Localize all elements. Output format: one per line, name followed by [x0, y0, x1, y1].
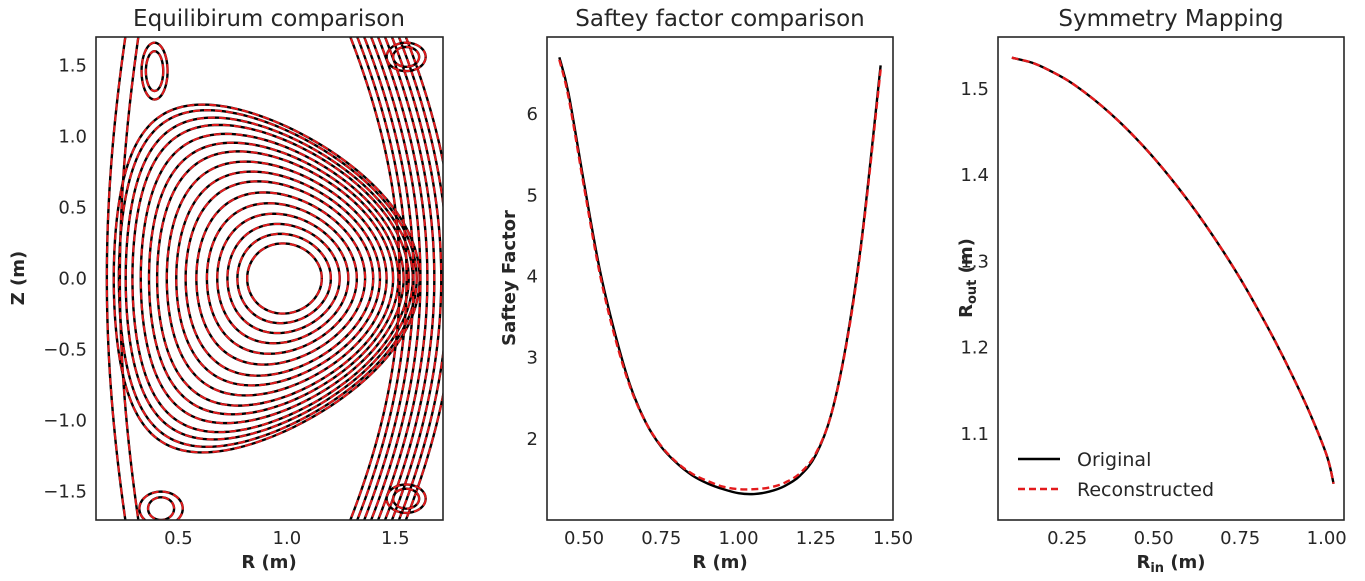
open-field-line-reconstructed [105, 37, 127, 520]
series-line-reconstructed [1011, 56, 1335, 485]
x-tick-label: 0.50 [564, 528, 604, 549]
equilibrium-contours [105, 37, 443, 520]
safety-factor-x-ticks: 0.50 0.75 1.00 1.25 1.50 [564, 528, 913, 549]
symmetry-frame [997, 36, 1345, 521]
island-reconstructed [144, 50, 165, 92]
flux-surface-original [124, 116, 414, 441]
flux-surface-reconstructed [195, 191, 367, 366]
island-reconstructed [147, 496, 176, 520]
safety-factor-xlabel: R (m) [692, 552, 747, 573]
flux-surface-reconstructed [205, 202, 358, 355]
island-reconstructed [138, 490, 184, 520]
y-tick-label: 2 [527, 429, 538, 450]
open-field-line-reconstructed [397, 37, 443, 520]
safety-factor-lines [558, 56, 882, 496]
equilibrium-y-ticks: 1.5 1.0 0.5 0.0 −0.5 −1.0 −1.5 [43, 55, 87, 502]
island-reconstructed [385, 41, 427, 73]
series-line-reconstructed [558, 59, 882, 491]
open-field-line-reconstructed [118, 37, 140, 520]
y-tick-label: 5 [527, 185, 538, 206]
y-tick-label: 1.2 [960, 338, 989, 359]
y-tick-label: 1.3 [960, 251, 989, 272]
flux-surface-reconstructed [226, 222, 341, 335]
equilibrium-ylabel: Z (m) [8, 251, 29, 306]
island-reconstructed [392, 487, 421, 510]
open-field-line-reconstructed [390, 37, 443, 520]
island-reconstructed [385, 483, 427, 514]
x-tick-label: 0.50 [1134, 528, 1174, 549]
flux-surface-reconstructed [175, 170, 381, 387]
y-tick-label: 0.5 [58, 197, 87, 218]
flux-surface-reconstructed [117, 109, 418, 448]
legend-label-reconstructed: Reconstructed [1077, 479, 1214, 501]
symmetry-ylabel: Rout (m) [956, 238, 980, 318]
x-tick-label: 1.00 [718, 528, 758, 549]
flux-surface-reconstructed [246, 242, 323, 315]
y-tick-label: 6 [527, 104, 538, 125]
open-field-line-reconstructed [404, 37, 443, 520]
panel-safety-factor: Saftey factor comparison 0.50 0.75 1.00 1.2… [499, 6, 913, 573]
flux-surface-reconstructed [124, 116, 414, 441]
equilibrium-xlabel: R (m) [241, 552, 296, 573]
safety-factor-title: Saftey factor comparison [575, 6, 864, 32]
flux-surface-reconstructed [156, 150, 395, 407]
flux-surface-reconstructed [184, 180, 375, 377]
x-tick-label: 1.0 [273, 528, 302, 549]
legend-label-original: Original [1077, 449, 1151, 471]
symmetry-x-ticks: 0.25 0.50 0.75 1.00 [1047, 528, 1347, 549]
y-tick-label: 1.4 [960, 165, 989, 186]
flux-surface-reconstructed [165, 160, 388, 397]
panel-symmetry-mapping: Symmetry Mapping 0.25 0.50 0.75 1.00 1.1 1.2… [956, 6, 1347, 576]
island-reconstructed [140, 41, 169, 101]
y-tick-label: 1.0 [58, 126, 87, 147]
y-tick-label: 4 [527, 266, 538, 287]
equilibrium-x-ticks: 0.5 1.0 1.5 [164, 528, 410, 549]
x-tick-label: 0.5 [164, 528, 193, 549]
y-tick-label: −1.0 [43, 411, 87, 432]
x-tick-label: 0.75 [641, 528, 681, 549]
series-line-original [558, 56, 882, 496]
flux-surface-reconstructed [139, 132, 405, 425]
flux-surface-reconstructed [112, 103, 421, 454]
x-tick-label: 1.00 [1307, 528, 1347, 549]
flux-surface-reconstructed [216, 212, 350, 345]
symmetry-xlabel: Rin (m) [1136, 552, 1205, 576]
x-tick-label: 0.25 [1047, 528, 1087, 549]
open-field-line-reconstructed [356, 37, 408, 520]
open-field-line-reconstructed [363, 37, 415, 520]
open-field-line-reconstructed [349, 37, 401, 520]
island-reconstructed [392, 45, 421, 68]
y-tick-label: −1.5 [43, 482, 87, 503]
symmetry-title: Symmetry Mapping [1058, 6, 1283, 32]
equilibrium-title: Equilibirum comparison [133, 6, 405, 32]
open-field-line-reconstructed [370, 37, 422, 520]
equilibrium-frame [95, 36, 444, 521]
flux-surface-reconstructed [236, 232, 332, 325]
safety-factor-ylabel: Saftey Factor [499, 210, 520, 346]
open-field-line-reconstructed [377, 37, 429, 520]
safety-factor-frame [546, 36, 894, 521]
series-line-original [1011, 56, 1335, 485]
y-tick-label: 0.0 [58, 269, 87, 290]
panel-equilibrium: Equilibirum comparison 0.5 1.0 1.5 1.51.00… [8, 6, 444, 573]
y-tick-label: −0.5 [43, 340, 87, 361]
x-tick-label: 0.75 [1220, 528, 1260, 549]
y-tick-label: 3 [527, 348, 538, 369]
flux-surface-reconstructed [147, 141, 400, 416]
symmetry-lines [1011, 56, 1335, 485]
y-tick-label: 1.5 [58, 55, 87, 76]
x-tick-label: 1.25 [796, 528, 836, 549]
x-tick-label: 1.50 [873, 528, 913, 549]
flux-surface-reconstructed [131, 123, 410, 434]
x-tick-label: 1.5 [381, 528, 410, 549]
symmetry-y-ticks: 1.1 1.2 1.3 1.4 1.5 [960, 79, 989, 445]
safety-factor-y-ticks: 2 3 4 5 6 [527, 104, 538, 450]
y-tick-label: 1.5 [960, 79, 989, 100]
y-tick-label: 1.1 [960, 424, 989, 445]
legend: Original Reconstructed [1018, 449, 1214, 501]
flux-surface-original [205, 202, 359, 355]
open-field-line-reconstructed [383, 37, 436, 520]
